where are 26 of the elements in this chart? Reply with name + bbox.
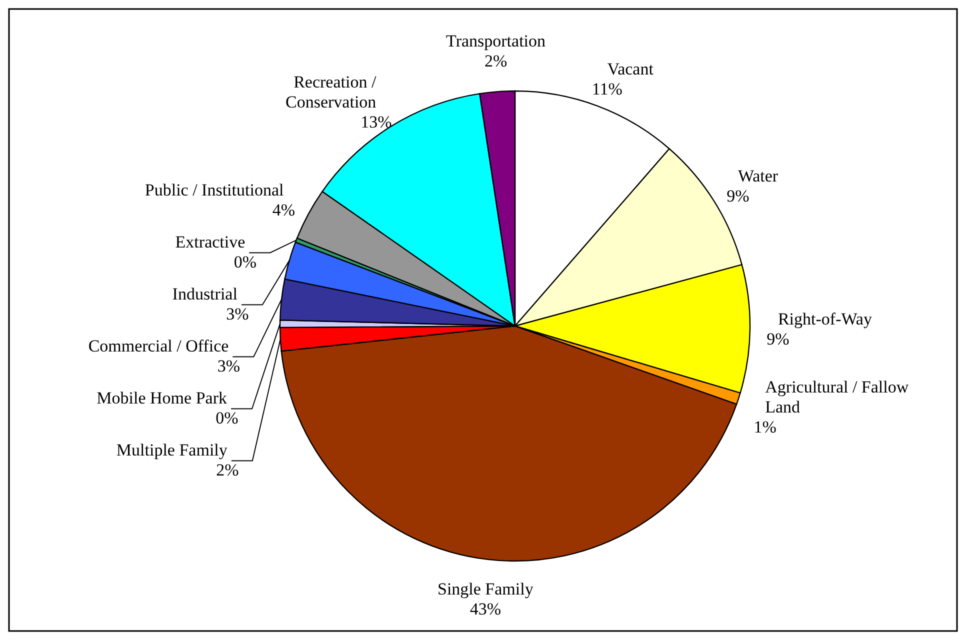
slice-label: Vacant: [607, 60, 654, 79]
data-label: 0%: [216, 408, 238, 428]
data-label: 1%: [754, 417, 776, 436]
data-label: 9%: [766, 329, 790, 348]
data-label: 13%: [360, 112, 392, 132]
slice-label: Right-of-Way: [778, 309, 872, 328]
data-label: 2%: [216, 460, 239, 480]
data-label: 11%: [592, 80, 622, 99]
slice-label: Water: [738, 166, 778, 186]
data-label: 4%: [272, 200, 296, 220]
slice-label: Extractive: [175, 232, 246, 252]
slice-label: Agricultural / Fallow Land: [765, 377, 910, 416]
slice-label: Commercial / Office: [88, 336, 229, 356]
data-label: 3%: [217, 356, 240, 376]
slice-label: Industrial: [172, 284, 238, 304]
data-label: 3%: [226, 304, 249, 324]
slice-label: Transportation: [446, 32, 546, 51]
slice-label: Multiple Family: [116, 440, 228, 460]
slice-label: Single Family: [437, 579, 534, 598]
data-label: 0%: [234, 252, 256, 272]
data-label: 43%: [470, 599, 502, 618]
slice-label: Recreation / Conservation: [286, 72, 377, 112]
data-label: 9%: [726, 186, 750, 206]
slice-label: Mobile Home Park: [96, 388, 228, 408]
data-label: 2%: [484, 52, 508, 71]
slice-label: Public / Institutional: [144, 180, 284, 200]
